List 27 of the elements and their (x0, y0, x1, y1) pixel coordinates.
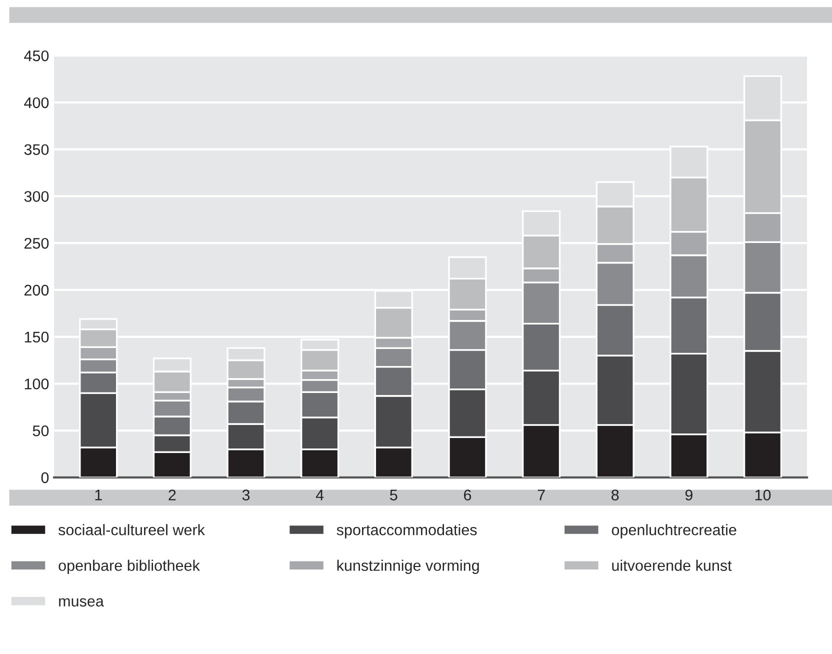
legend-label: sociaal-cultureel werk (58, 524, 205, 536)
y-tick-label: 0 (41, 472, 49, 484)
legend-label: kunstzinnige vorming (337, 560, 479, 574)
legend-label: openbare bibliotheek (58, 560, 200, 574)
x-tick-label: 3 (242, 490, 250, 500)
y-tick-label: 450 (24, 50, 49, 62)
x-tick-label: 4 (316, 490, 324, 500)
y-tick-label: 50 (32, 425, 49, 436)
x-tick-label: 7 (538, 490, 545, 500)
x-tick-label: 2 (168, 490, 176, 500)
x-tick-label: 8 (612, 490, 619, 500)
legend-label: musea (59, 598, 104, 607)
y-tick-label: 400 (24, 97, 49, 108)
x-tick-label: 6 (464, 490, 472, 500)
y-tick-label: 250 (24, 238, 49, 249)
x-tick-label: 9 (685, 490, 692, 500)
y-tick-label: 350 (24, 144, 49, 156)
y-tick-label: 100 (24, 378, 49, 390)
legend-label: sportaccommodaties (336, 524, 477, 538)
y-tick-label: 200 (24, 284, 49, 296)
x-tick-label: 5 (390, 490, 398, 500)
legend-label: openluchtrecreatie (612, 524, 736, 538)
y-tick-label: 300 (24, 191, 49, 202)
y-tick-label: 150 (24, 332, 49, 342)
legend-label: uitvoerende kunst (612, 560, 732, 571)
x-tick-label: 1 (95, 490, 102, 500)
x-tick-label: 10 (755, 490, 771, 500)
